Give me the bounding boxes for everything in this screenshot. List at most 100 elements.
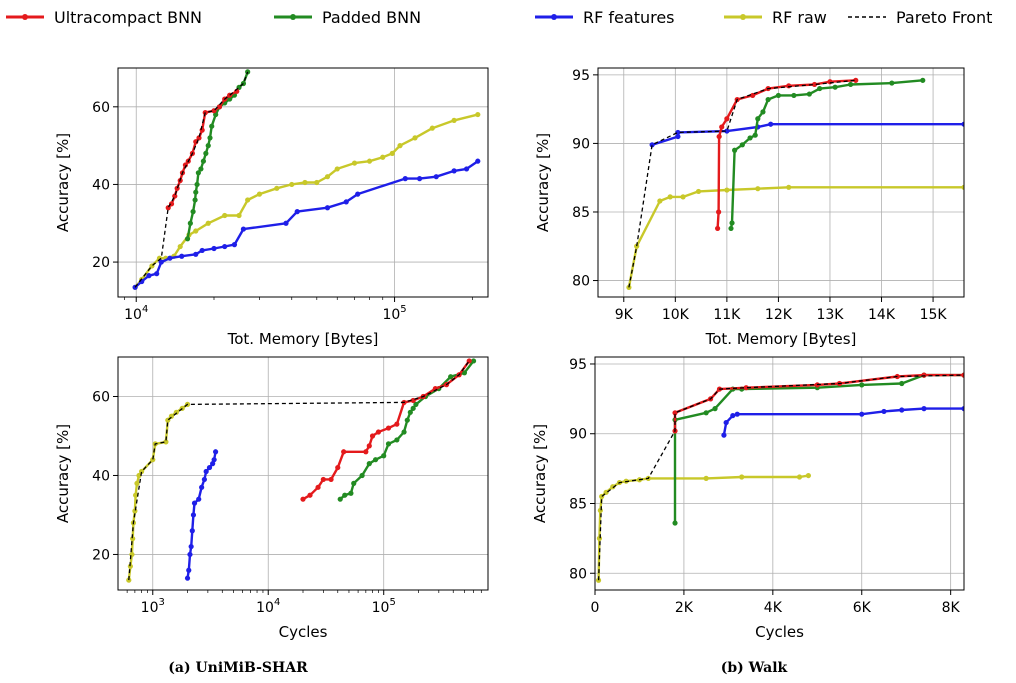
point-rf-features bbox=[203, 468, 209, 475]
point-ultracompact-bnn bbox=[724, 116, 730, 122]
series-rf-features bbox=[184, 449, 219, 581]
series-rf-raw bbox=[132, 111, 481, 290]
xtick-label: 105 bbox=[372, 597, 396, 616]
ytick-label: 90 bbox=[569, 427, 587, 443]
point-rf-raw bbox=[302, 179, 308, 186]
point-rf-raw bbox=[595, 577, 602, 583]
point-rf-raw bbox=[205, 220, 211, 226]
point-rf-features bbox=[196, 496, 202, 502]
point-rf-raw bbox=[597, 507, 603, 514]
point-rf-raw bbox=[150, 457, 156, 463]
series-pareto-front bbox=[128, 360, 470, 581]
x-axis-label: Tot. Memory [Bytes] bbox=[705, 330, 857, 348]
legend-label-pareto-front: Pareto Front bbox=[896, 8, 992, 27]
point-padded-bnn bbox=[847, 81, 854, 88]
point-rf-raw bbox=[796, 474, 803, 480]
point-padded-bnn bbox=[470, 358, 477, 364]
point-rf-raw bbox=[289, 181, 295, 188]
y-axis-label: Accuracy [%] bbox=[54, 133, 72, 232]
point-rf-features bbox=[184, 575, 191, 581]
ytick-label: 80 bbox=[572, 274, 590, 290]
xtick-label: 104 bbox=[124, 304, 148, 323]
grid-a-memory bbox=[118, 68, 488, 297]
point-padded-bnn bbox=[755, 116, 761, 122]
point-padded-bnn bbox=[672, 520, 678, 526]
point-rf-raw bbox=[451, 117, 457, 123]
line-rf-features bbox=[651, 122, 964, 146]
point-padded-bnn bbox=[337, 496, 343, 502]
point-rf-features bbox=[206, 464, 213, 471]
legend-label-rf-features: RF features bbox=[583, 8, 675, 27]
ytick-label: 95 bbox=[572, 68, 590, 84]
line-pareto-front bbox=[134, 71, 249, 288]
point-ultracompact-bnn bbox=[369, 433, 376, 439]
point-rf-raw bbox=[961, 184, 964, 190]
point-padded-bnn bbox=[209, 123, 215, 129]
point-rf-raw bbox=[596, 535, 603, 541]
point-padded-bnn bbox=[190, 209, 196, 215]
point-rf-raw bbox=[274, 185, 280, 191]
point-rf-raw bbox=[695, 188, 702, 195]
point-padded-bnn bbox=[192, 197, 198, 203]
point-rf-raw bbox=[397, 143, 403, 149]
point-rf-features bbox=[961, 406, 964, 412]
point-padded-bnn bbox=[817, 85, 823, 92]
point-rf-raw bbox=[130, 536, 136, 542]
xtick-label: 10K bbox=[662, 307, 690, 323]
legend-marker-ultracompact-bnn bbox=[22, 14, 28, 20]
legend-item-padded-bnn: Padded BNN bbox=[274, 8, 421, 27]
point-rf-features bbox=[154, 271, 160, 277]
series-rf-features bbox=[132, 158, 481, 290]
point-ultracompact-bnn bbox=[714, 225, 721, 232]
point-rf-raw bbox=[193, 228, 199, 234]
point-ultracompact-bnn bbox=[174, 185, 180, 191]
point-rf-raw bbox=[703, 475, 709, 481]
point-padded-bnn bbox=[203, 150, 209, 156]
point-rf-features bbox=[210, 461, 216, 467]
xtick-label: 13K bbox=[816, 307, 844, 323]
ytick-label: 60 bbox=[92, 100, 110, 116]
point-rf-raw bbox=[412, 135, 418, 141]
point-rf-raw bbox=[755, 186, 761, 192]
line-pareto-front bbox=[597, 374, 964, 581]
series-padded-bnn bbox=[337, 358, 477, 502]
point-rf-raw bbox=[366, 158, 373, 164]
series-rf-features bbox=[721, 406, 964, 438]
axes-frame-a-cycles bbox=[117, 356, 489, 591]
point-rf-features bbox=[186, 567, 192, 573]
point-rf-raw bbox=[667, 194, 673, 200]
line-rf-raw bbox=[127, 403, 189, 581]
series-padded-bnn bbox=[728, 77, 926, 232]
x-axis-label: Cycles bbox=[279, 623, 328, 641]
point-padded-bnn bbox=[207, 135, 213, 141]
point-rf-features bbox=[416, 176, 423, 182]
point-rf-features bbox=[730, 412, 736, 419]
point-padded-bnn bbox=[407, 409, 413, 415]
point-ultracompact-bnn bbox=[366, 443, 372, 449]
point-rf-raw bbox=[634, 243, 640, 249]
point-padded-bnn bbox=[732, 147, 738, 153]
point-rf-features bbox=[211, 457, 217, 463]
legend-label-ultracompact-bnn: Ultracompact BNN bbox=[54, 8, 202, 27]
line-pareto-front bbox=[628, 79, 856, 288]
chart-a-cycles: 103 104 105 20 40 60 Cycles Accuracy [%] bbox=[54, 356, 489, 641]
point-rf-features bbox=[231, 242, 238, 248]
point-rf-raw bbox=[610, 484, 616, 490]
point-ultracompact-bnn bbox=[328, 476, 334, 483]
point-rf-features bbox=[179, 253, 185, 259]
point-rf-features bbox=[240, 226, 247, 232]
point-padded-bnn bbox=[752, 132, 758, 138]
point-rf-features bbox=[768, 121, 774, 127]
point-rf-features bbox=[324, 205, 331, 211]
point-rf-features bbox=[734, 411, 740, 417]
xtick-label: 6K bbox=[853, 600, 872, 616]
point-rf-features bbox=[463, 166, 470, 172]
xtick-label: 11K bbox=[713, 307, 741, 323]
point-ultracompact-bnn bbox=[363, 449, 369, 455]
point-ultracompact-bnn bbox=[394, 421, 400, 427]
point-ultracompact-bnn bbox=[786, 83, 792, 89]
point-rf-features bbox=[724, 128, 730, 134]
caption-b: (b) Walk bbox=[721, 660, 788, 676]
point-rf-features bbox=[961, 121, 964, 127]
point-rf-raw bbox=[334, 166, 340, 172]
